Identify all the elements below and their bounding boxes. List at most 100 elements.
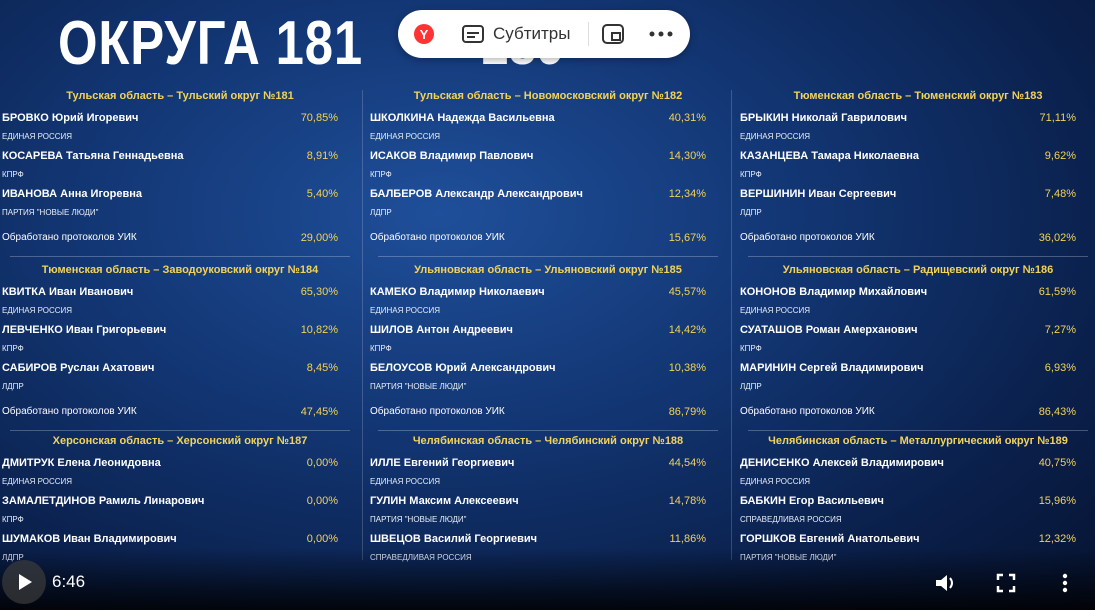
processed-value: 47,45% — [300, 406, 338, 418]
candidate-percent: 14,78% — [668, 495, 706, 507]
candidate-party: ЛДПР — [370, 208, 392, 217]
candidate-name: ИЛЛЕ Евгений Георгиевич — [370, 457, 515, 469]
candidate-percent: 10,82% — [300, 324, 338, 336]
candidate-name: ЗАМАЛЕТДИНОВ Рамиль Линарович — [2, 495, 205, 507]
divider — [378, 256, 718, 257]
candidate-name: ДЕНИСЕНКО Алексей Владимирович — [740, 457, 944, 469]
player-bar: 6:46 — [0, 548, 1095, 610]
candidate-name: БРОВКО Юрий Игоревич — [2, 112, 139, 124]
candidate-party: КПРФ — [740, 344, 762, 353]
divider — [748, 256, 1088, 257]
processed-label: Обработано протоколов УИК — [2, 406, 137, 417]
candidate-percent: 9,62% — [1044, 150, 1076, 162]
candidate-name: МАРИНИН Сергей Владимирович — [740, 362, 924, 374]
processed-label: Обработано протоколов УИК — [370, 232, 505, 243]
candidate-name: СУАТАШОВ Роман Амерханович — [740, 324, 918, 336]
processed-label: Обработано протоколов УИК — [740, 406, 875, 417]
candidate-name: САБИРОВ Руслан Ахатович — [2, 362, 155, 374]
processed-value: 86,79% — [668, 406, 706, 418]
divider — [748, 430, 1088, 431]
candidate-party: КПРФ — [370, 344, 392, 353]
candidate-name: ВЕРШИНИН Иван Сергеевич — [740, 188, 897, 200]
candidate-party: ЕДИНАЯ РОССИЯ — [740, 132, 811, 141]
candidate-party: ЕДИНАЯ РОССИЯ — [370, 132, 441, 141]
candidate-percent: 65,30% — [300, 286, 338, 298]
candidate-percent: 11,86% — [669, 533, 707, 545]
candidate-name: ИСАКОВ Владимир Павлович — [370, 150, 534, 162]
candidate-percent: 71,11% — [1039, 112, 1077, 124]
processed-value: 86,43% — [1038, 406, 1076, 418]
candidate-party: ПАРТИЯ "НОВЫЕ ЛЮДИ" — [370, 382, 467, 391]
district-header: Тульская область – Тульский округ №181 — [66, 90, 294, 102]
candidate-party: КПРФ — [2, 344, 24, 353]
candidate-party: ЛДПР — [740, 382, 762, 391]
candidate-percent: 14,30% — [668, 150, 706, 162]
candidate-party: ПАРТИЯ "НОВЫЕ ЛЮДИ" — [370, 515, 467, 524]
candidate-name: КОНОНОВ Владимир Михайлович — [740, 286, 928, 298]
divider — [10, 256, 350, 257]
candidate-name: ГУЛИН Максим Алексеевич — [370, 495, 519, 507]
candidate-percent: 15,96% — [1038, 495, 1076, 507]
candidate-name: БРЫКИН Николай Гаврилович — [740, 112, 907, 124]
candidate-percent: 70,85% — [300, 112, 338, 124]
candidate-percent: 0,00% — [306, 533, 338, 545]
processed-label: Обработано протоколов УИК — [2, 232, 137, 243]
candidate-name: КАМЕКО Владимир Николаевич — [370, 286, 545, 298]
subtitles-label[interactable]: Субтитры — [493, 24, 571, 43]
candidate-party: КПРФ — [370, 170, 392, 179]
candidate-percent: 6,93% — [1044, 362, 1076, 374]
menu-button[interactable] — [1060, 572, 1070, 594]
divider — [378, 430, 718, 431]
candidate-party: ЕДИНАЯ РОССИЯ — [740, 306, 811, 315]
fullscreen-button[interactable] — [996, 573, 1016, 593]
processed-label: Обработано протоколов УИК — [740, 232, 875, 243]
play-button[interactable] — [2, 560, 46, 604]
candidate-percent: 10,38% — [668, 362, 706, 374]
subtitles-icon[interactable] — [462, 25, 484, 43]
divider — [10, 430, 350, 431]
candidate-percent: 12,34% — [668, 188, 706, 200]
candidate-name: КАЗАНЦЕВА Тамара Николаевна — [740, 150, 920, 162]
candidate-party: ЕДИНАЯ РОССИЯ — [2, 306, 73, 315]
candidate-party: ЛДПР — [2, 382, 24, 391]
candidate-party: ЕДИНАЯ РОССИЯ — [2, 132, 73, 141]
more-icon[interactable] — [648, 30, 674, 38]
candidate-percent: 61,59% — [1038, 286, 1076, 298]
candidate-name: ШУМАКОВ Иван Владимирович — [2, 533, 177, 545]
candidate-percent: 5,40% — [306, 188, 338, 200]
candidate-percent: 40,75% — [1038, 457, 1076, 469]
candidate-name: КОСАРЕВА Татьяна Геннадьевна — [2, 150, 184, 162]
candidate-name: ИВАНОВА Анна Игоревна — [2, 188, 142, 200]
candidate-percent: 8,45% — [306, 362, 338, 374]
candidate-name: ГОРШКОВ Евгений Анатольевич — [740, 533, 920, 545]
candidate-name: ШВЕЦОВ Василий Георгиевич — [370, 533, 538, 545]
district-header: Тюменская область – Заводоуковский округ… — [41, 264, 319, 276]
candidate-percent: 7,27% — [1044, 324, 1076, 336]
district-header: Тюменская область – Тюменский округ №183 — [793, 90, 1043, 102]
svg-text:Y: Y — [420, 27, 429, 42]
candidate-party: ЕДИНАЯ РОССИЯ — [2, 477, 73, 486]
processed-value: 36,02% — [1038, 232, 1076, 244]
candidate-percent: 7,48% — [1044, 188, 1076, 200]
candidate-party: КПРФ — [2, 170, 24, 179]
processed-value: 15,67% — [668, 232, 706, 244]
candidate-party: ЕДИНАЯ РОССИЯ — [370, 306, 441, 315]
candidate-percent: 14,42% — [668, 324, 706, 336]
candidate-name: ДМИТРУК Елена Леонидовна — [2, 457, 161, 469]
browser-icon[interactable]: Y — [414, 24, 434, 44]
pip-icon[interactable] — [602, 24, 624, 44]
district-header: Ульяновская область – Ульяновский округ … — [414, 264, 682, 276]
title: ОКРУГА 181 — [58, 9, 363, 78]
candidate-name: БАЛБЕРОВ Александр Александрович — [370, 188, 583, 200]
time: 6:46 — [52, 572, 86, 591]
volume-button[interactable] — [934, 572, 958, 594]
candidate-percent: 8,91% — [306, 150, 338, 162]
candidate-party: ЕДИНАЯ РОССИЯ — [740, 477, 811, 486]
candidate-name: БАБКИН Егор Васильевич — [740, 495, 884, 507]
district-header: Тульская область – Новомосковский округ … — [413, 90, 683, 102]
candidate-name: БЕЛОУСОВ Юрий Александрович — [370, 362, 556, 374]
candidate-percent: 45,57% — [668, 286, 706, 298]
candidate-party: СПРАВЕДЛИВАЯ РОССИЯ — [740, 515, 842, 524]
candidate-name: ШИЛОВ Антон Андреевич — [370, 324, 513, 336]
popup: Y Субтитры — [398, 10, 690, 58]
